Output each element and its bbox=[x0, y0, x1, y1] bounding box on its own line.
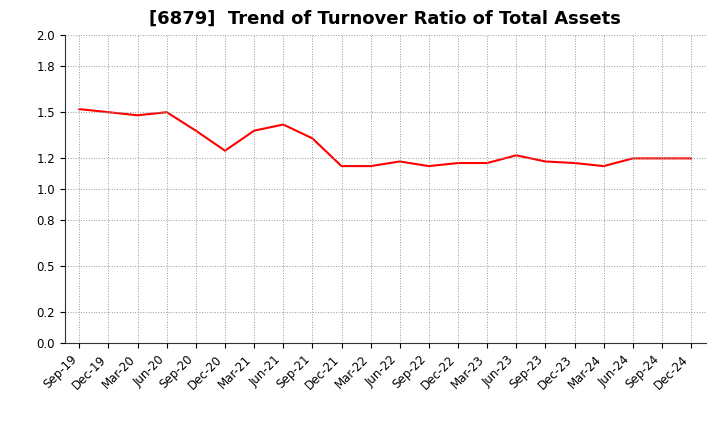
Title: [6879]  Trend of Turnover Ratio of Total Assets: [6879] Trend of Turnover Ratio of Total … bbox=[149, 10, 621, 28]
